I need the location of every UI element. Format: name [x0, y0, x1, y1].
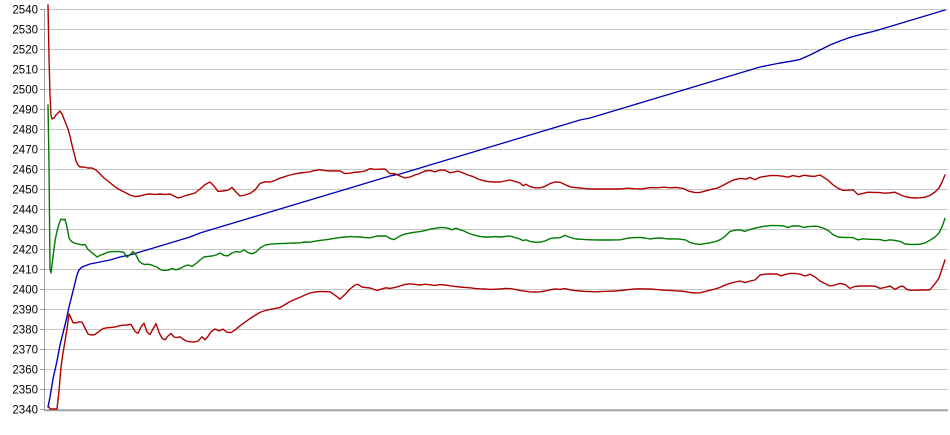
y-axis-tick-label: 2390: [12, 305, 38, 317]
y-axis-tick-label: 2380: [12, 325, 38, 337]
green-line: [47, 104, 946, 274]
y-axis-tick-label: 2510: [12, 65, 38, 77]
red-lower-line: [48, 259, 946, 410]
y-axis-tick-label: 2410: [12, 265, 38, 277]
y-axis-tick-label: 2340: [12, 405, 38, 417]
y-axis-tick-label: 2450: [12, 185, 38, 197]
y-axis-tick-label: 2370: [12, 345, 38, 357]
y-axis-tick-label: 2400: [12, 285, 38, 297]
y-axis-tick-label: 2420: [12, 245, 38, 257]
y-axis-tick-label: 2540: [12, 5, 38, 17]
blue-line: [47, 9, 946, 408]
y-axis-tick-label: 2460: [12, 165, 38, 177]
y-axis-tick-label: 2520: [12, 45, 38, 57]
y-axis-tick-label: 2440: [12, 205, 38, 217]
y-axis-tick-label: 2530: [12, 25, 38, 37]
y-axis-tick-label: 2360: [12, 365, 38, 377]
y-axis-tick-label: 2480: [12, 125, 38, 137]
y-axis-tick-label: 2430: [12, 225, 38, 237]
y-axis-tick-label: 2490: [12, 105, 38, 117]
y-axis-tick-label: 2350: [12, 385, 38, 397]
red-upper-line: [47, 4, 946, 199]
y-axis-tick-label: 2500: [12, 85, 38, 97]
y-axis-tick-label: 2470: [12, 145, 38, 157]
